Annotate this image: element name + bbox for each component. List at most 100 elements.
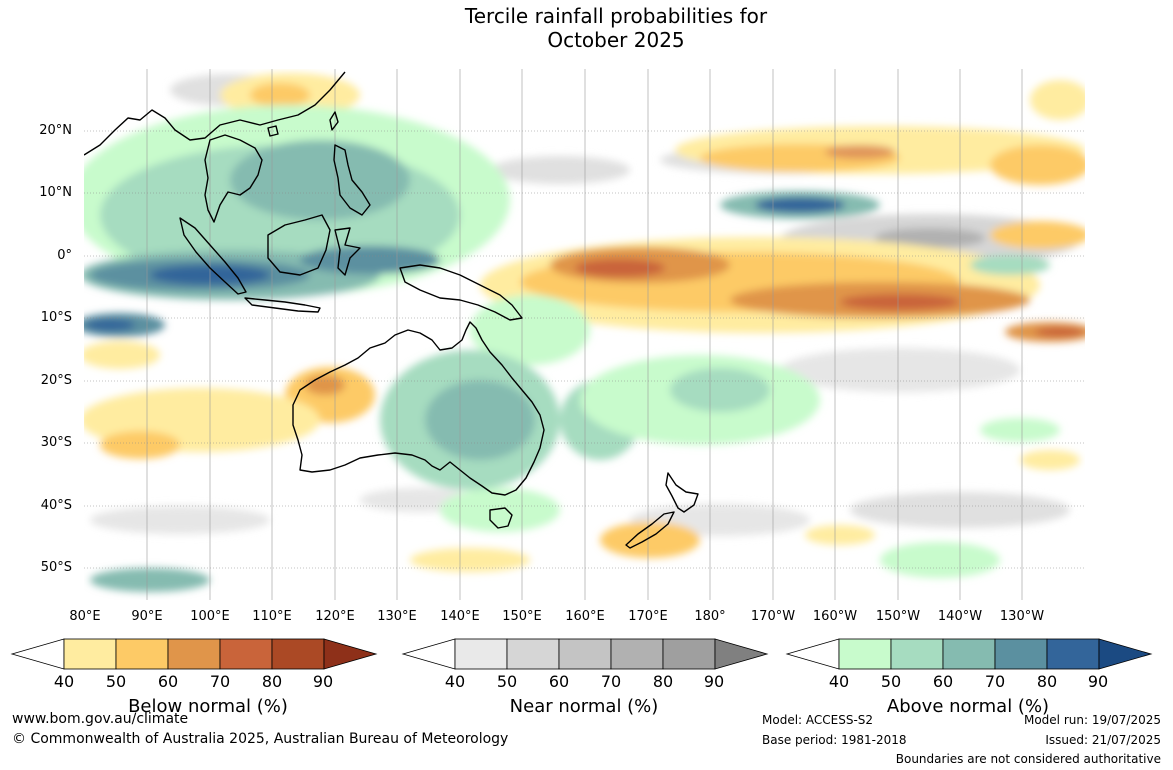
colorbar-tick: 40 <box>53 672 75 691</box>
meridians <box>146 69 1023 600</box>
lat-label: 0° <box>57 248 72 263</box>
colorbar-swatch <box>454 638 508 670</box>
colorbar-tick: 90 <box>1087 672 1109 691</box>
lat-label: 20°N <box>39 123 72 138</box>
australia-coastline <box>292 321 545 496</box>
colorbar-below-normal <box>10 638 378 670</box>
colorbar-near-normal-swatches <box>401 638 769 670</box>
boundaries-disclaimer: Boundaries are not considered authoritat… <box>895 752 1161 766</box>
colorbar-title-above-normal: Above normal (%) <box>886 696 1050 717</box>
colorbar-tick: 80 <box>261 672 283 691</box>
lon-label: 160°E <box>565 609 605 624</box>
copyright-text: © Commonwealth of Australia 2025, Austra… <box>12 731 509 747</box>
colorbar-swatch <box>890 638 944 670</box>
colorbar-tick: 50 <box>880 672 902 691</box>
colorbar-extend-high <box>714 638 769 670</box>
lat-label: 10°N <box>39 185 72 200</box>
lon-label: 80°E <box>69 609 101 624</box>
sumatra-coastline <box>179 217 247 295</box>
colorbar-tick: 50 <box>496 672 518 691</box>
issued-date: Issued: 21/07/2025 <box>1045 733 1161 747</box>
lon-label: 180° <box>694 609 726 624</box>
java-coastline <box>244 297 321 313</box>
colorbar-swatch <box>994 638 1048 670</box>
taiwan-coastline <box>329 111 339 131</box>
map-field <box>84 69 1085 600</box>
lon-label: 100°E <box>190 609 230 624</box>
colorbar-swatch <box>115 638 169 670</box>
new-guinea-coastline <box>399 264 523 321</box>
lat-label: 10°S <box>40 310 72 325</box>
borneo-coastline <box>267 214 331 276</box>
philippines-coastline <box>333 144 371 216</box>
new-zealand-north-coastline <box>665 472 699 513</box>
colorbar-swatch <box>63 638 117 670</box>
colorbar-near-normal <box>401 638 769 670</box>
colorbar-tick: 80 <box>1036 672 1058 691</box>
colorbar-swatch <box>506 638 560 670</box>
graticule <box>84 130 1085 569</box>
lon-label: 170°E <box>628 609 668 624</box>
sulawesi-coastline <box>334 227 361 276</box>
colorbar-tick: 70 <box>984 672 1006 691</box>
colorbar-tick: 60 <box>932 672 954 691</box>
model-name: Model: ACCESS-S2 <box>762 713 874 727</box>
lon-label: 110°E <box>252 609 292 624</box>
mainland-asia-coastline <box>84 71 346 156</box>
colorbar-title-near-normal: Near normal (%) <box>509 696 659 717</box>
colorbar-extend-high <box>1098 638 1153 670</box>
colorbar-swatch <box>662 638 716 670</box>
colorbar-above-normal-swatches <box>785 638 1153 670</box>
new-zealand-south-coastline <box>625 511 675 549</box>
colorbar-swatch <box>1046 638 1100 670</box>
lon-label: 160°W <box>812 609 858 624</box>
colorbar-extend-low <box>401 638 456 670</box>
colorbar-swatch <box>271 638 325 670</box>
model-run-date: Model run: 19/07/2025 <box>1023 713 1161 727</box>
map-title: Tercile rainfall probabilities for Octob… <box>0 4 1173 52</box>
hainan-coastline <box>267 125 279 137</box>
colorbar-tick: 70 <box>209 672 231 691</box>
probability-shading <box>84 73 1085 592</box>
colorbar-swatch <box>167 638 221 670</box>
colorbar-tick: 90 <box>312 672 334 691</box>
lon-label: 150°W <box>875 609 921 624</box>
colorbar-extend-high <box>323 638 378 670</box>
colorbar-extend-low <box>10 638 65 670</box>
colorbar-extend-low <box>785 638 840 670</box>
colorbar-tick: 50 <box>105 672 127 691</box>
lon-label: 170°W <box>750 609 796 624</box>
lon-label: 140°W <box>937 609 983 624</box>
colorbar-swatch <box>942 638 996 670</box>
lon-label: 150°E <box>502 609 542 624</box>
colorbar-tick: 60 <box>157 672 179 691</box>
colorbar-swatch <box>558 638 612 670</box>
colorbar-tick: 40 <box>828 672 850 691</box>
lon-label: 90°E <box>131 609 163 624</box>
rainfall-probability-map <box>84 69 1085 600</box>
lon-label: 140°E <box>440 609 480 624</box>
colorbar-tick: 40 <box>444 672 466 691</box>
coastlines <box>84 71 699 549</box>
colorbar-tick: 60 <box>548 672 570 691</box>
lon-label: 130°E <box>377 609 417 624</box>
colorbar-below-normal-swatches <box>10 638 378 670</box>
colorbar-title-below-normal: Below normal (%) <box>128 696 288 717</box>
colorbar-tick: 90 <box>703 672 725 691</box>
colorbar-swatch <box>219 638 273 670</box>
title-line-2: October 2025 <box>547 28 685 52</box>
colorbar-swatch <box>610 638 664 670</box>
title-line-1: Tercile rainfall probabilities for <box>464 4 768 28</box>
website-link[interactable]: www.bom.gov.au/climate <box>12 711 189 727</box>
lat-label: 20°S <box>40 373 72 388</box>
lat-label: 40°S <box>40 498 72 513</box>
colorbar-swatch <box>838 638 892 670</box>
colorbar-tick: 70 <box>600 672 622 691</box>
lon-label: 120°E <box>315 609 355 624</box>
colorbar-tick: 80 <box>652 672 674 691</box>
indochina-coastline <box>204 134 263 223</box>
lat-label: 50°S <box>40 560 72 575</box>
base-period: Base period: 1981-2018 <box>762 733 907 747</box>
lon-label: 130°W <box>999 609 1045 624</box>
lat-label: 30°S <box>40 435 72 450</box>
